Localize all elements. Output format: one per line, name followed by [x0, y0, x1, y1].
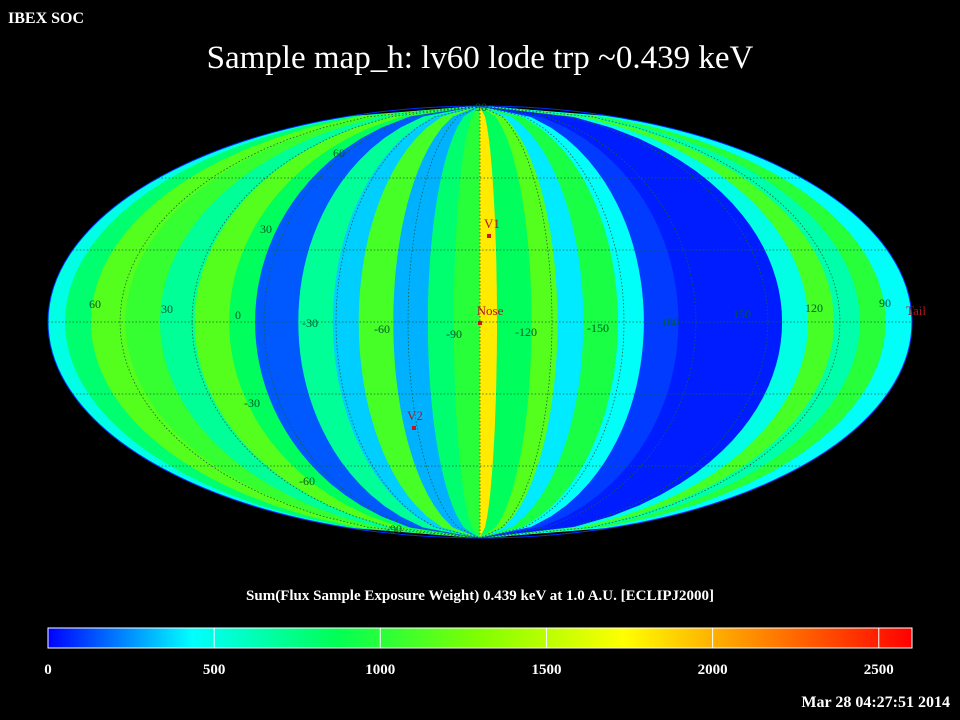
meridian-line [479, 106, 769, 538]
meridian-line [479, 106, 553, 538]
lon-label: 90 [879, 296, 891, 310]
org-label: IBEX SOC [8, 10, 85, 27]
colorbar-tick-label: 500 [203, 662, 226, 678]
marker-v2-dot [412, 426, 416, 430]
colorbar-ticks: 0 500 1000 1500 2000 2500 [44, 628, 894, 678]
timestamp: Mar 28 04:27:51 2014 [801, 694, 950, 711]
marker-v1-label: V1 [484, 216, 500, 231]
colorbar-tick-label: 1500 [531, 662, 561, 678]
map-grid-labels: 60 30 0 -30 -60 -90 -120 -150 180 150 120 90 90 60 30 -… [89, 100, 891, 536]
colorbar-tick-label: 2500 [864, 662, 894, 678]
lon-label: 30 [161, 302, 173, 316]
colorbar-label: Sum(Flux Sample Exposure Weight) 0.439 k… [246, 588, 714, 604]
lat-label: 60 [333, 146, 345, 160]
chart-title: Sample map_h: lv60 lode trp ~0.439 keV [206, 40, 754, 76]
map-outline [47, 105, 913, 539]
colorbar: 0 500 1000 1500 2000 2500 [44, 627, 913, 678]
lon-label: 180 [661, 315, 679, 329]
lat-label: -30 [244, 396, 260, 410]
lat-label: -60 [299, 474, 315, 488]
sky-map: 60 30 0 -30 -60 -90 -120 -150 180 150 120 90 90 60 30 -… [47, 100, 926, 539]
lat-label: 30 [260, 222, 272, 236]
lat-label: -90 [386, 522, 402, 536]
lat-label: 90 [475, 100, 487, 114]
marker-nose-label: Nose [477, 303, 504, 318]
meridian-line [407, 106, 481, 538]
lon-label: -60 [374, 322, 390, 336]
marker-v2-label: V2 [407, 408, 423, 423]
map-stripes [48, 106, 912, 538]
marker-v1-dot [487, 234, 491, 238]
lon-label: -90 [446, 327, 462, 341]
lon-label: -150 [587, 321, 609, 335]
lon-label: 150 [733, 307, 751, 321]
lon-label: -120 [515, 325, 537, 339]
colorbar-tick-label: 1000 [365, 662, 395, 678]
lon-label: 120 [805, 301, 823, 315]
colorbar-tick-label: 0 [44, 662, 52, 678]
meridian-line [191, 106, 481, 538]
lon-label: 0 [235, 308, 241, 322]
colorbar-gradient [47, 627, 913, 649]
marker-tail-label: Tail [906, 303, 926, 318]
meridian-line [119, 106, 481, 538]
lon-label: -30 [302, 316, 318, 330]
map-markers: V1 Nose V2 Tail [407, 216, 926, 430]
marker-nose-dot [478, 321, 482, 325]
meridian-line [479, 106, 841, 538]
lon-label: 60 [89, 297, 101, 311]
colorbar-tick-label: 2000 [698, 662, 728, 678]
